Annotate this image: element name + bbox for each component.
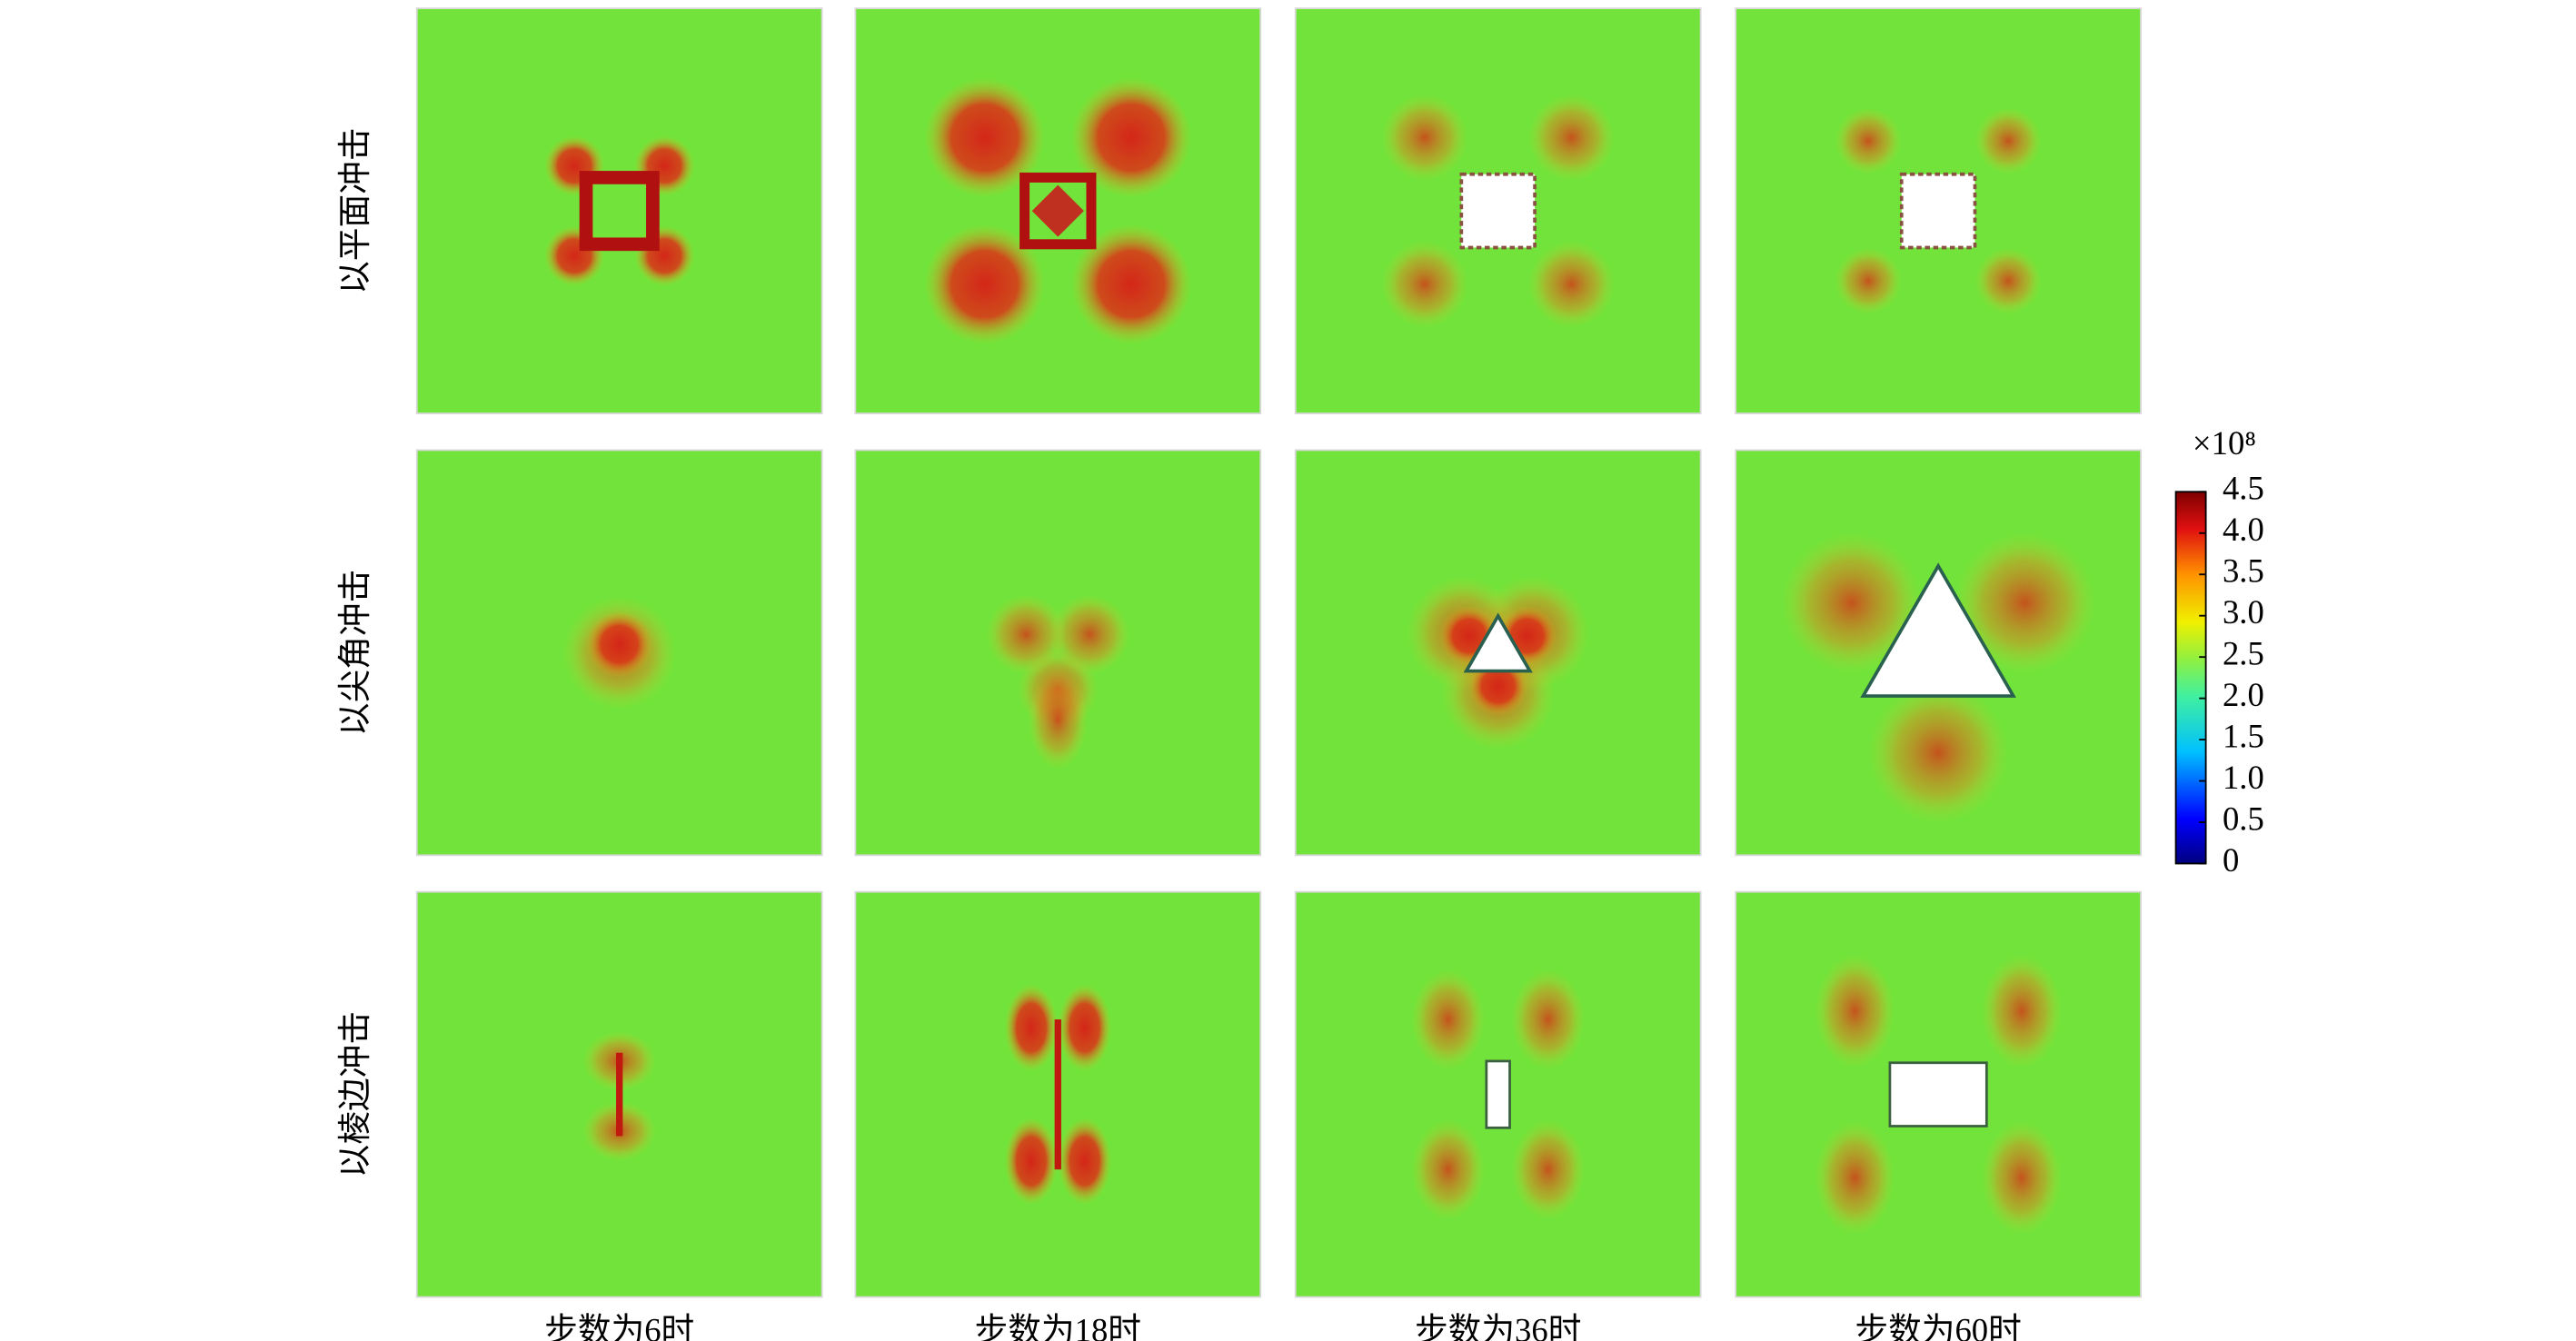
stress-region [1981, 954, 2062, 1068]
stress-region [1954, 532, 2095, 673]
column-label: 步数为6时 [544, 1311, 694, 1341]
column-label: 步数为18时 [975, 1311, 1141, 1341]
colorbar-tick-label: 2.5 [2223, 635, 2264, 672]
stress-region [1815, 954, 1895, 1068]
stress-region [1411, 968, 1486, 1070]
simulation-panel [415, 7, 823, 414]
simulation-panel [1294, 449, 1702, 857]
simulation-panel [415, 890, 823, 1298]
crack [616, 1052, 623, 1137]
damage-ring [579, 171, 660, 252]
stress-region [1411, 1119, 1486, 1220]
stress-region [1974, 247, 2042, 314]
stress-region [1527, 94, 1616, 182]
colorbar-tick-label: 3.0 [2223, 593, 2264, 631]
hole [1485, 1059, 1511, 1129]
column-label: 步数为36时 [1415, 1311, 1581, 1341]
colorbar-tick-label: 1.0 [2223, 759, 2264, 796]
column-label: 步数为60时 [1855, 1311, 2021, 1341]
stress-region [544, 225, 605, 286]
stress-region [586, 611, 653, 678]
stress-region [1511, 1119, 1586, 1220]
colorbar-tick-label: 0 [2223, 841, 2239, 879]
colorbar [2174, 491, 2207, 865]
panel-background [415, 7, 823, 414]
row-label: 以平面冲击 [336, 127, 373, 293]
colorbar-tick-label: 4.0 [2223, 511, 2264, 548]
simulation-panel [1294, 7, 1702, 414]
simulation-panel [1735, 7, 2142, 414]
simulation-panel [1735, 890, 2142, 1298]
stress-region [1070, 77, 1192, 198]
stress-region [1004, 1118, 1059, 1205]
stress-region [1511, 968, 1586, 1070]
simulation-panel [854, 890, 1262, 1298]
colorbar-tick-label: 3.5 [2223, 552, 2264, 590]
stress-region [1974, 107, 2042, 174]
stress-region [1868, 682, 2009, 823]
simulation-panel [854, 449, 1262, 857]
colorbar-tick-label: 2.0 [2223, 676, 2264, 713]
stress-region [1028, 669, 1089, 770]
colorbar-tick-label: 4.5 [2223, 470, 2264, 507]
stress-region [1527, 241, 1616, 328]
stress-region [544, 135, 605, 196]
panel-background [854, 7, 1262, 414]
stress-region [1835, 247, 1902, 314]
stress-region [634, 135, 695, 196]
simulation-panel [1735, 449, 2142, 857]
row-label: 以棱边冲击 [336, 1011, 373, 1177]
simulation-panel [854, 7, 1262, 414]
stress-region [924, 77, 1045, 198]
stress-region [986, 594, 1067, 675]
damage-ring [1019, 172, 1097, 250]
colorbar-tick-label: 0.5 [2223, 800, 2264, 837]
stress-region [1981, 1120, 2062, 1235]
stress-region [634, 225, 695, 286]
crack [1054, 1019, 1061, 1170]
stress-region [1058, 1118, 1111, 1205]
hole [1860, 562, 2016, 698]
hole [1888, 1061, 1988, 1127]
hole [1899, 172, 1977, 250]
hole [1463, 612, 1533, 673]
colorbar-unit: ×10⁸ [2193, 424, 2256, 462]
hole [1459, 172, 1537, 250]
stress-region [1070, 224, 1192, 344]
stress-region [1058, 984, 1111, 1071]
stress-region [1049, 594, 1130, 675]
stress-region [1004, 984, 1059, 1071]
simulation-panel [1294, 890, 1702, 1298]
stress-region [1381, 94, 1468, 182]
stress-region [1781, 532, 1922, 673]
stress-region [1835, 107, 1902, 174]
stress-region [924, 224, 1045, 344]
simulation-panel [415, 449, 823, 857]
stress-region [1815, 1120, 1895, 1235]
row-label: 以尖角冲击 [336, 570, 373, 736]
colorbar-tick-label: 1.5 [2223, 718, 2264, 755]
stress-region [1381, 241, 1468, 328]
